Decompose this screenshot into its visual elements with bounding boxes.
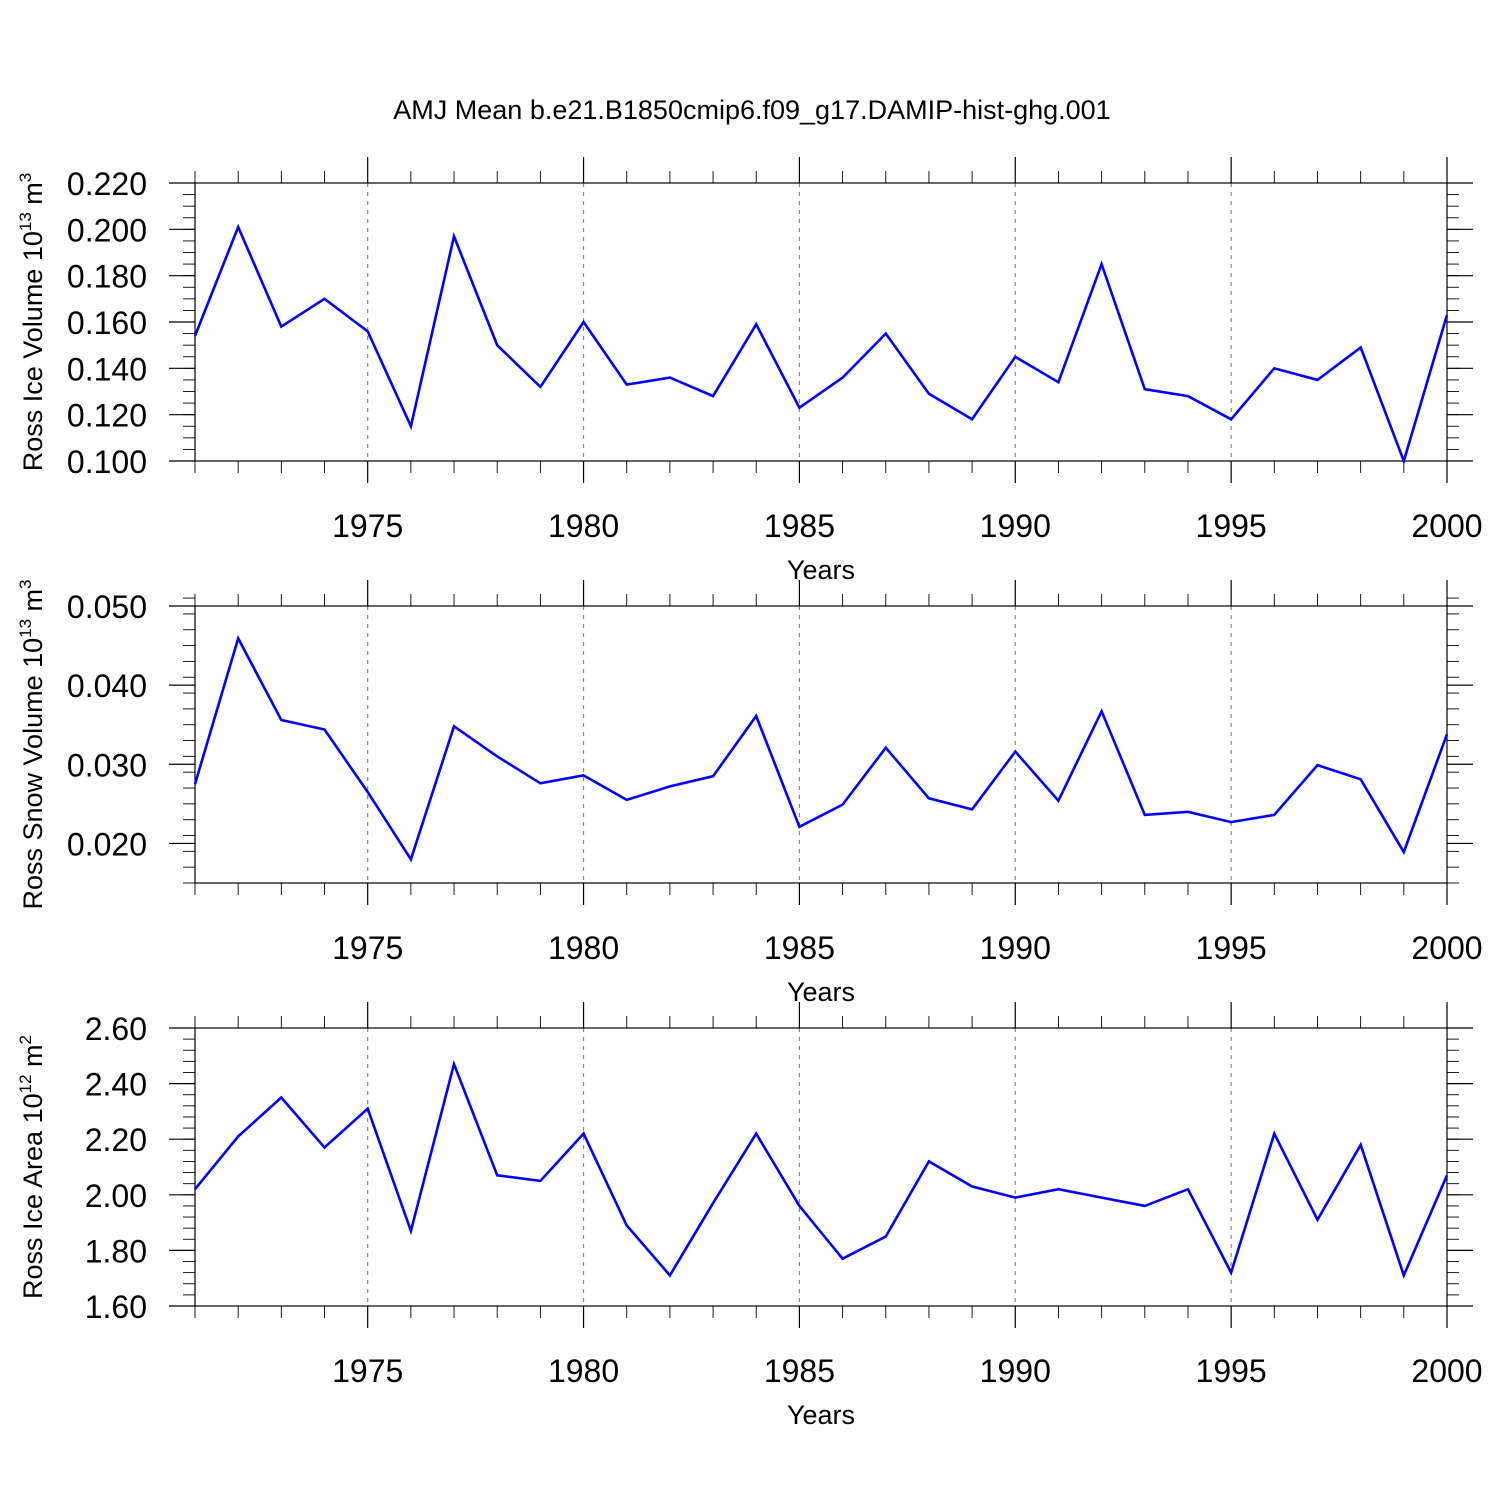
y-tick-label: 0.180 <box>67 259 147 295</box>
y-tick-label: 0.050 <box>67 589 147 625</box>
x-tick-label: 1980 <box>548 508 619 544</box>
x-tick-label: 1990 <box>980 1353 1051 1389</box>
x-axis-title: Years <box>787 555 855 585</box>
x-tick-label: 1975 <box>332 930 403 966</box>
series-line-snow-volume <box>193 634 1449 863</box>
y-tick-label: 1.80 <box>85 1233 147 1269</box>
panel-snow-volume: 0.020 0.030 0.040 0.050 1975 1980 1985 1990 1995… <box>16 579 1483 1007</box>
y-tick-label: 2.20 <box>85 1122 147 1158</box>
series-points-ice-area <box>194 1064 1448 1276</box>
series-line-ice-area <box>193 1059 1449 1280</box>
x-tick-label: 1995 <box>1196 508 1267 544</box>
x-axis-title: Years <box>787 977 855 1007</box>
x-tick-label: 1980 <box>548 1353 619 1389</box>
x-tick-label: 1995 <box>1196 930 1267 966</box>
panel-ice-volume: 0.100 0.120 0.140 0.160 0.180 0.200 0.220 1975 1… <box>16 157 1483 585</box>
series-points-ice-volume <box>194 227 1448 462</box>
x-tick-label: 1995 <box>1196 1353 1267 1389</box>
series-line-ice-volume <box>193 223 1449 466</box>
y-tick-label: 0.020 <box>67 826 147 862</box>
y-tick-label: 0.100 <box>67 444 147 480</box>
x-tick-label: 1980 <box>548 930 619 966</box>
y-axis-title: Ross Ice Area 1012 m2 <box>16 1035 48 1299</box>
y-tick-label: 0.140 <box>67 351 147 387</box>
plot-frame <box>194 605 1448 884</box>
figure-title: AMJ Mean b.e21.B1850cmip6.f09_g17.DAMIP-… <box>393 95 1110 125</box>
plot-frame <box>194 1027 1448 1307</box>
x-axis-title: Years <box>787 1400 855 1430</box>
y-tick-label: 2.00 <box>85 1178 147 1214</box>
y-tick-label: 2.60 <box>85 1011 147 1047</box>
x-tick-label: 1975 <box>332 508 403 544</box>
plot-frame <box>194 182 1448 462</box>
x-tick-label: 1990 <box>980 508 1051 544</box>
x-tick-label: 2000 <box>1411 1353 1482 1389</box>
x-tick-label: 2000 <box>1411 930 1482 966</box>
y-tick-label: 1.60 <box>85 1289 147 1325</box>
y-axis-title: Ross Ice Volume 1013 m3 <box>16 173 48 472</box>
y-tick-label: 0.220 <box>67 166 147 202</box>
x-tick-label: 1975 <box>332 1353 403 1389</box>
panel-ice-area: 1.60 1.80 2.00 2.20 2.40 2.60 1975 1980 1985 1990… <box>16 1002 1483 1430</box>
y-tick-label: 0.120 <box>67 398 147 434</box>
y-tick-label: 2.40 <box>85 1067 147 1103</box>
y-tick-label: 0.200 <box>67 212 147 248</box>
x-tick-label: 2000 <box>1411 508 1482 544</box>
x-tick-label: 1985 <box>764 1353 835 1389</box>
y-tick-label: 0.030 <box>67 747 147 783</box>
y-tick-label: 0.160 <box>67 305 147 341</box>
x-tick-label: 1990 <box>980 930 1051 966</box>
x-tick-label: 1985 <box>764 930 835 966</box>
y-axis-title: Ross Snow Volume 1013 m3 <box>16 579 48 909</box>
x-tick-label: 1985 <box>764 508 835 544</box>
series-points-snow-volume <box>194 638 1448 860</box>
y-tick-label: 0.040 <box>67 668 147 704</box>
